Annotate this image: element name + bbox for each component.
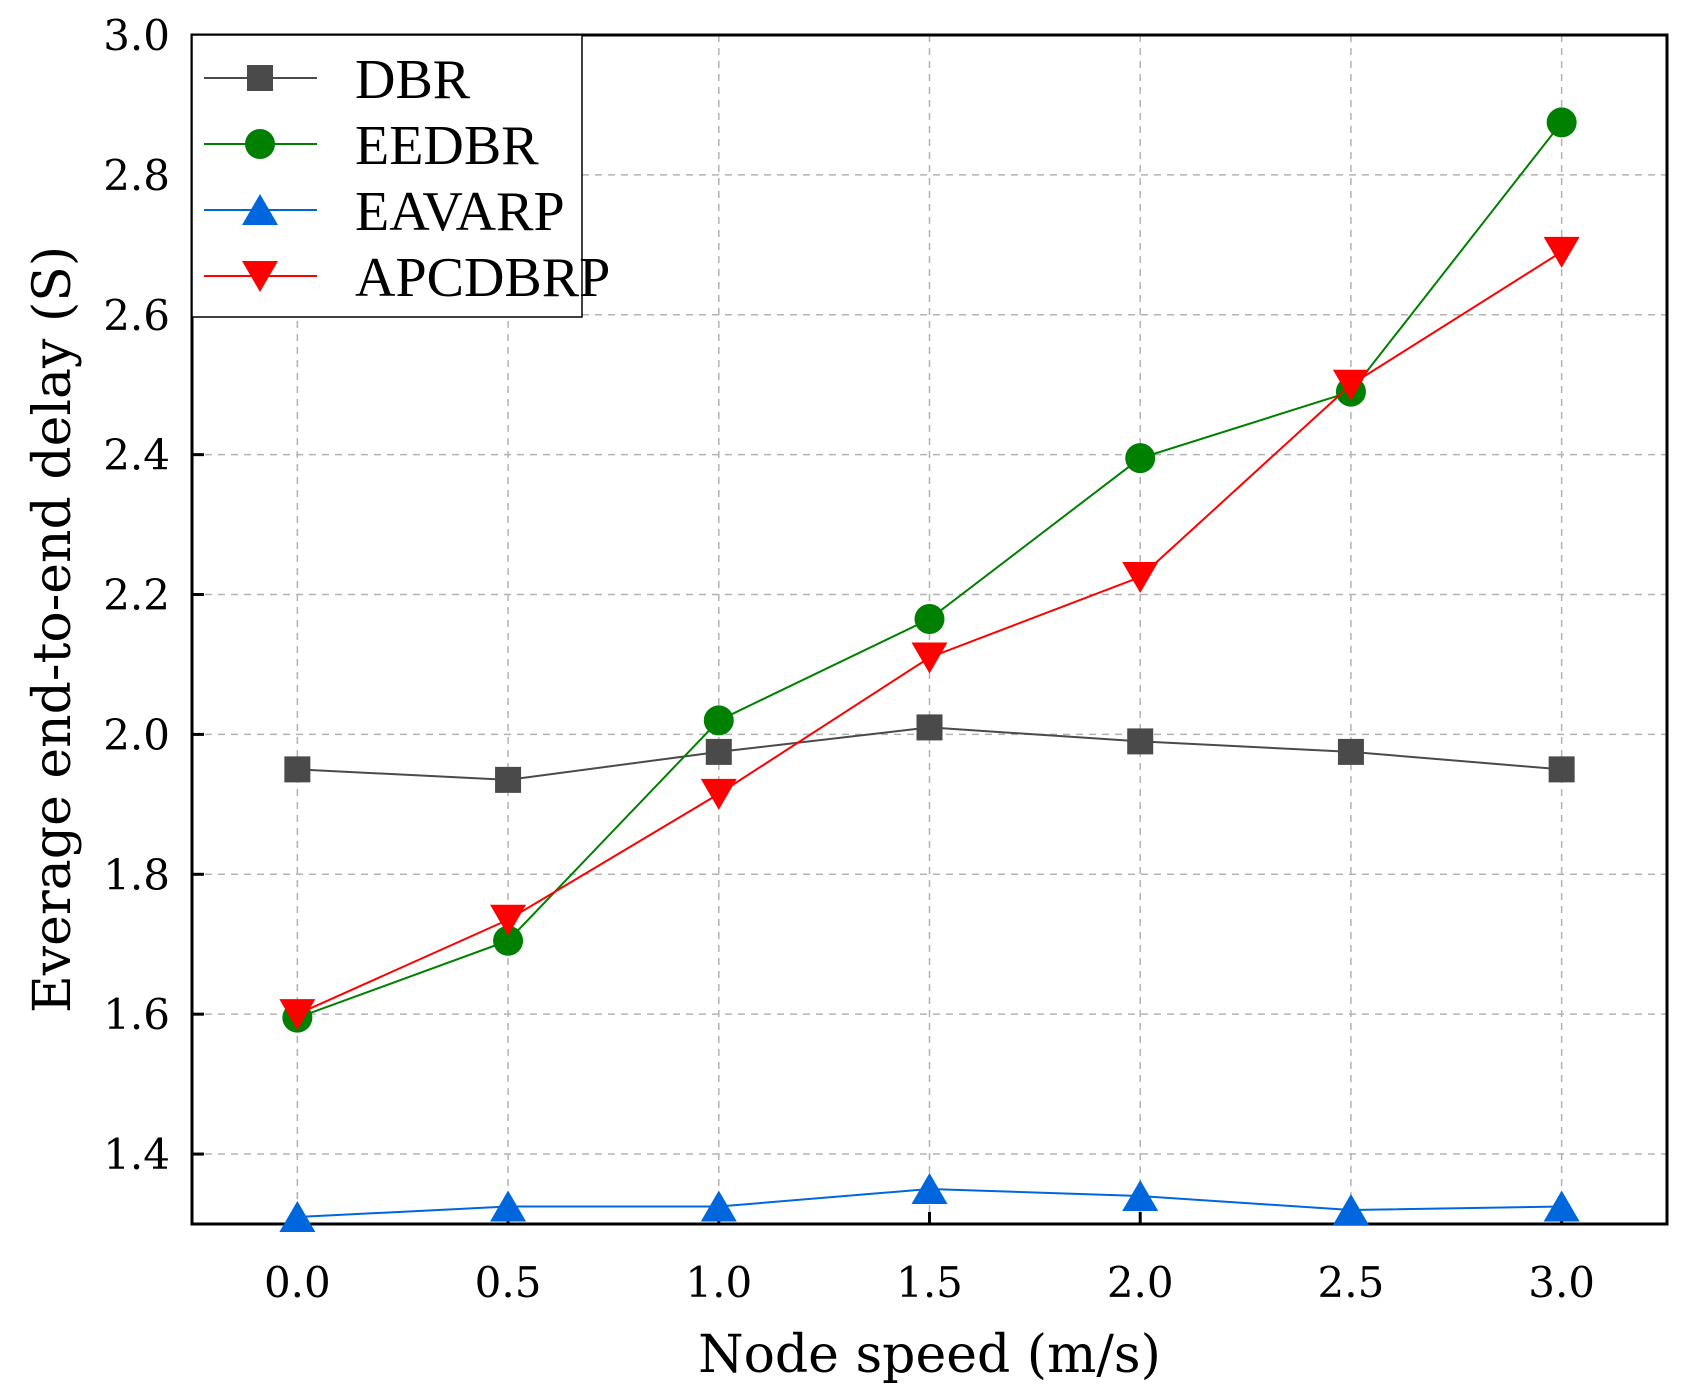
legend-marker-dbr (247, 65, 273, 91)
y-tick-label: 2.2 (103, 571, 170, 620)
legend-label-eavarp: EAVARP (355, 181, 565, 243)
y-tick-label: 3.0 (103, 11, 170, 60)
data-point-dbr (1337, 738, 1364, 765)
series-eavarp (279, 1173, 1580, 1233)
data-point-dbr (1127, 728, 1154, 755)
y-axis-title: Everage end-to-end delay (S) (23, 246, 83, 1013)
data-point-dbr (1548, 756, 1575, 783)
legend-marker-apcdbrp (242, 261, 278, 292)
y-tick-label: 2.8 (103, 151, 170, 200)
data-point-eavarp (1543, 1190, 1580, 1222)
data-point-dbr (705, 738, 732, 765)
data-point-apcdbrp (911, 642, 948, 674)
data-point-eavarp (1332, 1194, 1369, 1226)
data-point-apcdbrp (1543, 236, 1580, 268)
data-point-eavarp (279, 1201, 316, 1233)
y-tick-label: 1.6 (103, 990, 170, 1039)
x-tick-label: 2.5 (1318, 1258, 1385, 1307)
series-group (279, 107, 1580, 1233)
legend-label-apcdbrp: APCDBRP (355, 247, 610, 309)
legend-label-eedbr: EEDBR (355, 115, 539, 177)
y-tick-label: 2.4 (103, 431, 170, 480)
x-tick-label: 2.0 (1107, 1258, 1174, 1307)
x-tick-label: 3.0 (1528, 1258, 1595, 1307)
y-tick-label: 1.8 (103, 850, 170, 899)
data-point-eavarp (490, 1190, 527, 1222)
x-axis-title: Node speed (m/s) (698, 1325, 1161, 1385)
x-tick-label: 1.5 (896, 1258, 963, 1307)
legend-marker-eedbr (245, 129, 275, 159)
data-point-eedbr (703, 705, 734, 736)
y-tick-label: 2.6 (103, 291, 170, 340)
data-point-eedbr (1125, 443, 1156, 474)
series-apcdbrp (279, 236, 1580, 1031)
data-point-eavarp (911, 1173, 948, 1205)
data-point-dbr (916, 714, 943, 741)
data-point-apcdbrp (700, 778, 737, 810)
data-point-eedbr (1546, 107, 1577, 138)
series-dbr (284, 714, 1575, 793)
data-point-eedbr (914, 604, 945, 635)
y-tick-label: 1.4 (103, 1130, 170, 1179)
data-point-eedbr (493, 925, 524, 956)
data-point-apcdbrp (279, 999, 316, 1031)
legend-marker-eavarp (242, 194, 278, 225)
y-tick-label: 2.0 (103, 710, 170, 759)
data-point-apcdbrp (490, 904, 527, 936)
axis-ticks: 0.0 0.5 1.0 1.5 2.0 2.5 3.0 1.4 1.6 1.8 2.0 2.2 2.4 2… (103, 11, 1595, 1307)
data-point-eavarp (1122, 1180, 1159, 1212)
data-point-apcdbrp (1122, 562, 1159, 594)
x-tick-label: 1.0 (685, 1258, 752, 1307)
legend-label-dbr: DBR (355, 49, 471, 111)
data-point-dbr (495, 766, 522, 793)
x-tick-label: 0.0 (264, 1258, 331, 1307)
data-point-apcdbrp (1332, 369, 1369, 401)
data-point-dbr (284, 756, 311, 783)
x-tick-label: 0.5 (475, 1258, 542, 1307)
data-point-eavarp (700, 1190, 737, 1222)
